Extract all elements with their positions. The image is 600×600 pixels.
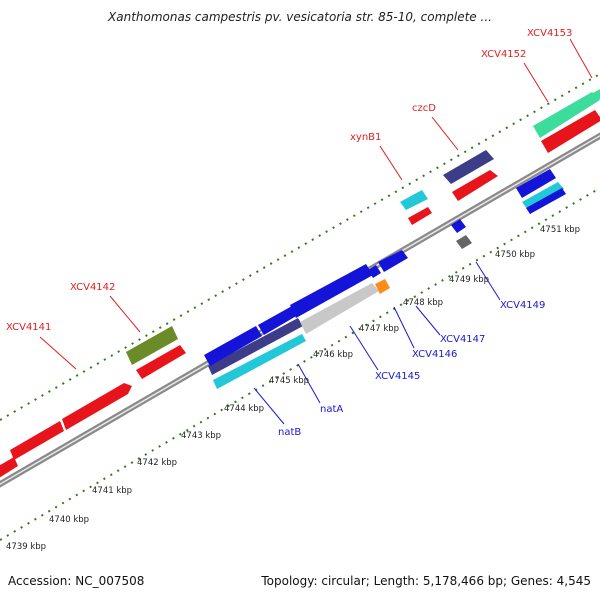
gene-blue-2 [258,306,298,335]
gene-xynB1-cyan [400,190,428,210]
gene-czcD-navy [443,150,494,184]
accession-label: Accession: NC_007508 [8,574,145,588]
kbp-label: 4744 kbp [224,404,264,414]
kbp-label: 4746 kbp [313,350,353,360]
gene-natA-navy [208,318,303,375]
gene-xcv4146-orange [375,279,390,294]
gene-label-xcv4142: XCV4142 [70,282,115,293]
gene-xcv4147-blue-small [368,265,381,278]
reverse-leader-lines [253,261,501,425]
forward-tick-track [0,73,600,421]
gene-blue-right-2 [526,188,566,214]
gene-xcv4145-gray [300,283,379,334]
gene-red-left-2 [10,421,64,460]
gene-xcv4152-red [541,110,600,153]
gene-xcv4145-blue [290,264,373,318]
kbp-label: 4747 kbp [359,324,399,334]
gene-blue-1 [204,326,262,366]
kbp-label: 4751 kbp [540,225,580,235]
kbp-label: 4750 kbp [495,250,535,260]
gene-xcv4147-blue [378,250,408,272]
kbp-scale-labels: 4739 kbp 4740 kbp 4741 kbp 4742 kbp 4743… [6,225,580,552]
genome-summary: Topology: circular; Length: 5,178,466 bp… [261,574,591,588]
gene-natB-cyan [213,334,306,389]
gene-label-natB: natB [278,427,301,438]
gene-red-left-3 [62,383,132,430]
gene-cyan-right [522,182,564,210]
kbp-label: 4740 kbp [49,515,89,525]
map-title: Xanthomonas campestris pv. vesicatoria s… [108,10,492,24]
gene-label-xcv4153: XCV4153 [527,28,572,39]
kbp-label: 4743 kbp [181,431,221,441]
kbp-label: 4748 kbp [403,298,443,308]
gene-label-xcv4145: XCV4145 [375,371,420,382]
gene-czcD-red [452,170,498,201]
gene-xynB1-red [408,207,432,225]
kbp-label: 4749 kbp [449,275,489,285]
gene-blue-right [516,169,556,198]
gene-label-xcv4152: XCV4152 [481,49,526,60]
gene-label-czcD: czcD [412,103,436,114]
forward-genes [0,89,600,478]
kbp-label: 4745 kbp [269,376,309,386]
forward-gene-labels: XCV4141 XCV4142 xynB1 czcD XCV4152 XCV41… [6,28,572,333]
gene-xcv4141 [136,345,186,379]
gene-xcv4149-gray [456,235,472,249]
gene-label-xcv4141: XCV4141 [6,322,51,333]
reverse-gene-labels: natB natA XCV4145 XCV4146 XCV4147 XCV414… [278,300,545,438]
kbp-label: 4739 kbp [6,542,46,552]
kbp-label: 4742 kbp [137,458,177,468]
gene-label-xcv4146: XCV4146 [412,349,457,360]
gene-label-xcv4147: XCV4147 [440,334,485,345]
forward-leader-lines [39,38,593,370]
gene-red-far-left [0,457,18,478]
gene-label-natA: natA [320,404,343,415]
gene-xcv4153-mint [580,89,600,108]
gene-xcv4142 [126,326,178,365]
reverse-tick-track [0,187,600,541]
gene-label-xcv4149: XCV4149 [500,300,545,311]
kbp-label: 4741 kbp [92,486,132,496]
reverse-genes [204,169,566,389]
gene-label-xynB1: xynB1 [350,132,381,143]
gene-xcv4149-blue [451,219,466,233]
